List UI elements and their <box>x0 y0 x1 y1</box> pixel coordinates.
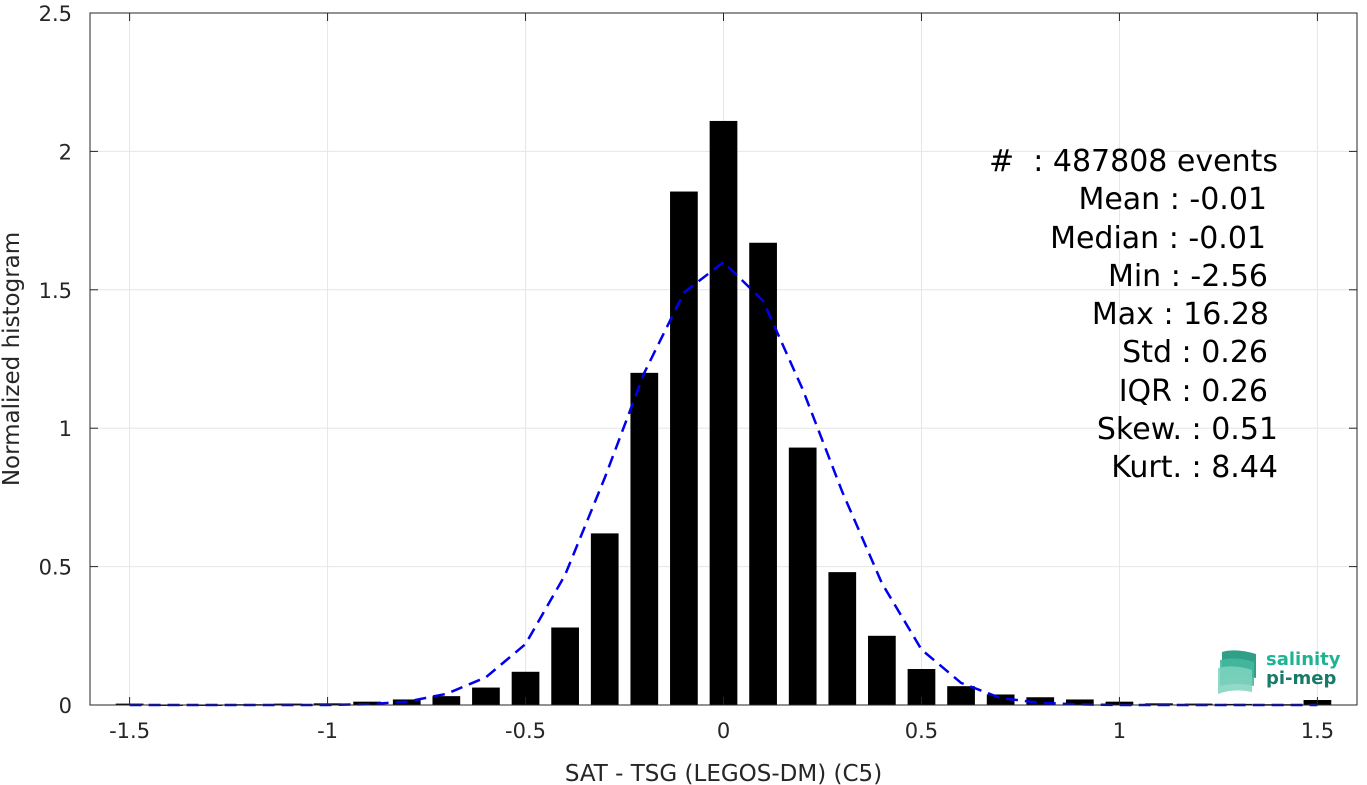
axis-ticks: -1.5 -1 -0.5 0 0.5 1 1.5 0 0.5 1 1.5 2 2.5 <box>39 2 1357 743</box>
stat-skew: Skew. : 0.51 <box>1096 412 1278 448</box>
salinity-pi-mep-logo: salinity pi-mep <box>1216 646 1346 696</box>
x-tick-label: 1.5 <box>1301 719 1334 743</box>
histogram-bar <box>709 120 738 705</box>
y-tick-label: 0.5 <box>39 556 72 580</box>
logo-waves-icon <box>1218 650 1256 694</box>
histogram-bar <box>1026 697 1055 705</box>
logo-text-salinity: salinity <box>1266 649 1341 670</box>
stat-median: Median : -0.01 <box>1050 220 1266 256</box>
histogram-bar <box>670 191 698 705</box>
x-tick-label: 1 <box>1113 719 1126 743</box>
y-tick-label: 1.5 <box>39 279 72 303</box>
x-axis-label: SAT - TSG (LEGOS-DM) (C5) <box>565 761 882 785</box>
statistics-panel: # : 487808 events Mean : -0.01 Median : … <box>900 143 1278 488</box>
histogram-bar <box>590 533 619 705</box>
stat-iqr: IQR : 0.26 <box>1118 373 1268 409</box>
histogram-bar <box>1065 699 1094 705</box>
histogram-bars <box>115 120 1332 706</box>
x-tick-label: 0 <box>717 719 730 743</box>
x-tick-label: -1.5 <box>109 719 150 743</box>
logo-text-pi-mep: pi-mep <box>1266 668 1337 689</box>
histogram-bar <box>986 694 1015 705</box>
y-axis-label: Normalized histogram <box>0 232 25 486</box>
x-tick-label: -1 <box>317 719 338 743</box>
histogram-bar <box>749 242 777 705</box>
histogram-bar <box>432 696 461 705</box>
histogram-bar <box>551 627 579 705</box>
histogram-bar <box>788 447 817 705</box>
normal-fit-curve <box>129 260 1318 707</box>
y-tick-label: 2 <box>59 140 72 164</box>
histogram-bar <box>630 372 659 705</box>
y-tick-label: 1 <box>59 417 72 441</box>
stat-min: Min : -2.56 <box>1107 258 1268 294</box>
histogram-bar <box>472 687 500 705</box>
stat-max: Max : 16.28 <box>1091 297 1269 333</box>
y-tick-label: 0 <box>59 694 72 718</box>
histogram-bar <box>868 635 896 705</box>
y-tick-label: 2.5 <box>39 2 72 26</box>
stat-events: # : 487808 events <box>989 144 1278 179</box>
x-tick-label: -0.5 <box>505 719 546 743</box>
x-tick-label: 0.5 <box>905 719 938 743</box>
histogram-bar <box>828 572 857 705</box>
histogram-bar <box>947 686 975 705</box>
stat-mean: Mean : -0.01 <box>1078 182 1267 218</box>
stat-std: Std : 0.26 <box>1122 335 1268 371</box>
stat-kurt: Kurt. : 8.44 <box>1111 450 1278 486</box>
